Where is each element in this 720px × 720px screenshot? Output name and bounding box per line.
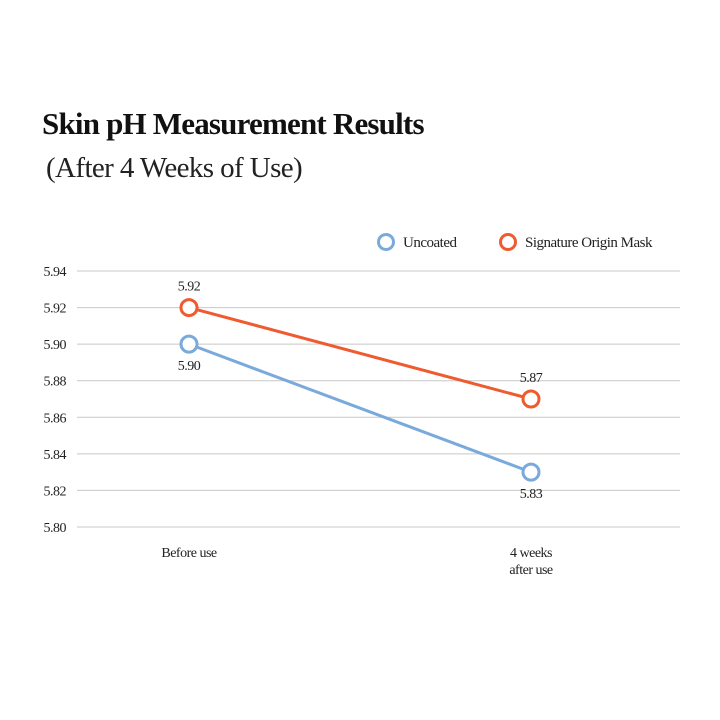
x-tick-label: Before use: [161, 546, 217, 561]
y-tick-label: 5.80: [44, 521, 67, 536]
x-tick-label: after use: [509, 563, 553, 578]
data-point: [521, 462, 541, 482]
x-tick-label: 4 weeks: [510, 546, 552, 561]
y-tick-label: 5.84: [44, 448, 67, 463]
data-point: [179, 298, 199, 318]
series-line: [188, 306, 532, 401]
legend-label: Signature Origin Mask: [525, 235, 653, 251]
y-tick-label: 5.88: [44, 375, 67, 390]
series-line: [188, 342, 532, 474]
data-label: 5.83: [520, 487, 543, 502]
y-tick-label: 5.86: [44, 411, 67, 426]
data-label: 5.90: [178, 359, 201, 374]
data-label: 5.92: [178, 280, 201, 295]
legend-marker: [377, 233, 395, 251]
y-tick-label: 5.90: [44, 338, 67, 353]
chart-subtitle: (After 4 Weeks of Use): [46, 152, 303, 184]
y-tick-label: 5.82: [44, 484, 67, 499]
data-label: 5.87: [520, 371, 543, 386]
legend-label: Uncoated: [403, 235, 457, 251]
legend-marker: [499, 233, 517, 251]
y-tick-label: 5.94: [44, 265, 67, 280]
data-point: [521, 389, 541, 409]
data-point: [179, 334, 199, 354]
y-tick-label: 5.92: [44, 302, 67, 317]
chart-title: Skin pH Measurement Results: [42, 106, 425, 141]
